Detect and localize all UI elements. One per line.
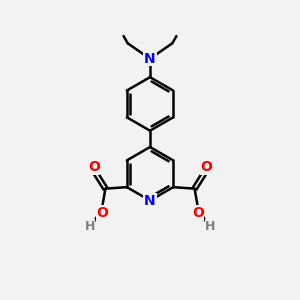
Text: O: O bbox=[192, 206, 204, 220]
Text: N: N bbox=[144, 194, 156, 208]
Text: H: H bbox=[205, 220, 215, 232]
Text: H: H bbox=[85, 220, 95, 232]
Text: O: O bbox=[88, 160, 100, 174]
Text: O: O bbox=[96, 206, 108, 220]
Text: O: O bbox=[200, 160, 212, 174]
Text: N: N bbox=[144, 52, 156, 66]
